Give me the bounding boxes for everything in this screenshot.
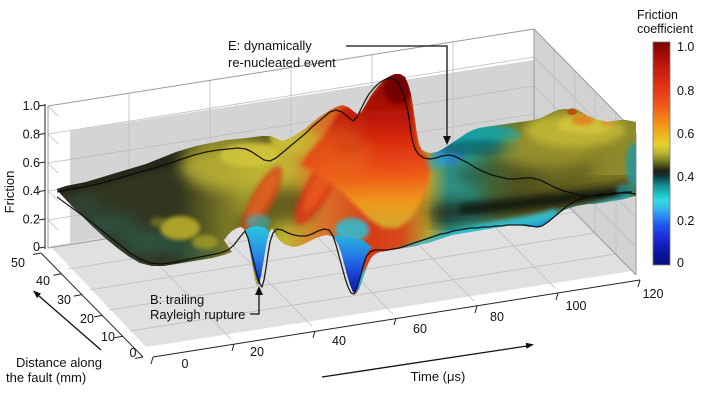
time-tick: 60: [413, 322, 427, 336]
annotation-e-connector: [346, 45, 448, 137]
annotation-b-line1: B: trailing: [150, 292, 204, 307]
distance-tick: 40: [36, 274, 50, 288]
colorbar-tick-labels: 1.0 0.8 0.6 0.4 0.2 0: [677, 40, 694, 270]
friction-tick-labels: 1.0 0.8 0.6 0.4 0.2 0: [23, 99, 40, 254]
annotation-b-connector: [250, 293, 260, 315]
box-edges: [47, 28, 637, 276]
axis-rulers: [32, 104, 641, 365]
colorbar-gradient: [652, 41, 671, 266]
time-tick: 80: [490, 310, 504, 324]
friction-axis-label: Friction: [2, 171, 17, 214]
colorbar-tick: 0.8: [677, 84, 694, 98]
rupture-front-contours: [56, 77, 637, 295]
annotation-b: B: trailing Rayleigh rupture: [150, 286, 263, 322]
colorbar-title-line1: Friction: [637, 8, 678, 22]
time-tick: 20: [250, 345, 264, 359]
colorbar: Friction coefficient 1.0 0.8 0.6 0.4 0.2…: [637, 8, 694, 270]
annotation-e-line1: E: dynamically: [228, 38, 312, 53]
time-arrow-head-icon: [525, 342, 534, 349]
distance-axis-label-line1: Distance along: [16, 355, 102, 370]
distance-tick: 0: [130, 346, 137, 360]
distance-axis-arrow: [38, 295, 102, 351]
annotation-e: E: dynamically re-nucleated event: [228, 38, 451, 145]
axis-arrows: [33, 290, 534, 378]
friction-tick: 0.6: [23, 156, 40, 170]
distance-axis-label-line2: the fault (mm): [6, 370, 86, 385]
distance-arrow-head-icon: [33, 290, 41, 299]
distance-axis-ruler: [40, 252, 144, 358]
friction-tick: 0.8: [23, 128, 40, 142]
distance-tick: 10: [101, 330, 115, 344]
colorbar-tick: 0.2: [677, 214, 694, 228]
time-axis-arrow: [321, 345, 528, 378]
time-tick-labels: 0 20 40 60 80 100 120: [182, 287, 664, 371]
distance-tick: 30: [57, 293, 71, 307]
time-tick: 40: [332, 334, 346, 348]
friction-tick: 0.4: [23, 184, 40, 198]
colorbar-title-line2: coefficient: [637, 22, 694, 36]
annotation-b-line2: Rayleigh rupture: [150, 307, 245, 322]
friction-tick: 1.0: [23, 99, 40, 113]
time-tick: 100: [566, 299, 587, 313]
annotation-e-arrow-head-icon: [443, 136, 451, 145]
colorbar-tick: 0.4: [677, 170, 694, 184]
annotation-e-line2: re-nucleated event: [228, 55, 336, 70]
annotation-b-arrow-head-icon: [255, 286, 263, 295]
time-tick: 120: [643, 287, 664, 301]
friction-surface: [57, 74, 636, 294]
colorbar-tick: 0.6: [677, 127, 694, 141]
time-axis-label: Time (μs): [411, 369, 466, 384]
friction-tick: 0: [33, 240, 40, 254]
distance-tick: 20: [80, 312, 94, 326]
distance-tick-labels: 0 10 20 30 40 50: [11, 256, 136, 360]
colorbar-tick: 1.0: [677, 40, 694, 54]
time-tick: 0: [182, 357, 189, 371]
friction-tick: 0.2: [23, 213, 40, 227]
colorbar-tick: 0: [677, 256, 684, 270]
distance-tick: 50: [11, 256, 25, 270]
